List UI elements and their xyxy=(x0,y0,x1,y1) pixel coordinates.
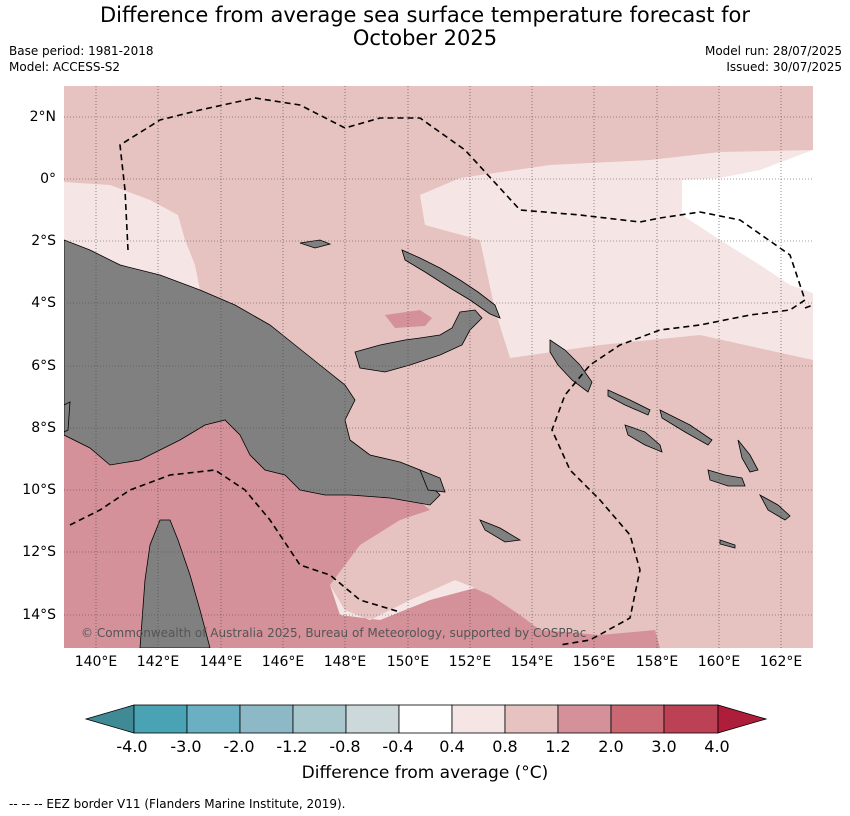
colorbar-segment xyxy=(504,704,559,734)
colorbar-tick: -1.2 xyxy=(276,737,308,756)
colorbar-tick: -3.0 xyxy=(170,737,202,756)
lon-label: 144°E xyxy=(199,654,243,670)
anomaly-region-1.2-2.0-small xyxy=(385,310,432,328)
lon-label: 154°E xyxy=(510,654,554,670)
colorbar-segment xyxy=(398,704,453,734)
colorbar-segment xyxy=(557,704,612,734)
meta-left: Base period: 1981-2018 Model: ACCESS-S2 xyxy=(9,43,154,75)
model-run: Model run: 28/07/2025 xyxy=(704,44,842,58)
lon-label: 160°E xyxy=(697,654,741,670)
colorbar-tick: 2.0 xyxy=(598,737,624,756)
new-britain xyxy=(354,309,483,373)
colorbar-segment xyxy=(345,704,400,734)
colorbar-segment xyxy=(610,704,665,734)
colorbar-arrow-low xyxy=(84,704,135,734)
eez-png-solomon xyxy=(119,97,806,646)
eez-legend-note: -- -- -- EEZ border V11 (Flanders Marine… xyxy=(9,797,346,811)
malaita xyxy=(737,439,759,473)
copyright-notice: © Commonwealth of Australia 2025, Bureau… xyxy=(81,626,587,640)
colorbar-tick: -0.8 xyxy=(329,737,361,756)
lat-label: 2°S xyxy=(31,233,56,249)
land-west-edge xyxy=(64,401,71,433)
colorbar xyxy=(84,704,768,734)
lon-label: 142°E xyxy=(136,654,180,670)
lon-label: 158°E xyxy=(635,654,679,670)
new-georgia xyxy=(624,424,663,453)
lat-label: 0° xyxy=(40,171,56,187)
colorbar-segment xyxy=(663,704,719,734)
lon-label: 150°E xyxy=(386,654,430,670)
title-line-1: Difference from average sea surface temp… xyxy=(100,3,750,27)
lon-label: 146°E xyxy=(261,654,305,670)
base-period: Base period: 1981-2018 xyxy=(9,44,154,58)
map-title: Difference from average sea surface temp… xyxy=(0,4,850,50)
colorbar-tick: 3.0 xyxy=(651,737,677,756)
new-ireland xyxy=(401,249,501,319)
lon-label: 156°E xyxy=(572,654,616,670)
santa-isabel xyxy=(659,409,713,446)
anomaly-region-0.4-0.8-ne xyxy=(420,86,813,360)
lat-label: 6°S xyxy=(31,358,56,374)
anomaly-region-0.4-0.8-nw xyxy=(64,182,200,290)
map-area xyxy=(64,86,813,648)
colorbar-tick: -2.0 xyxy=(223,737,255,756)
colorbar-tick: 1.2 xyxy=(545,737,571,756)
colorbar-tick: 4.0 xyxy=(704,737,730,756)
colorbar-title: Difference from average (°C) xyxy=(301,763,549,783)
colorbar-tick: -0.4 xyxy=(382,737,414,756)
colorbar-tick: 0.8 xyxy=(492,737,518,756)
colorbar-segment xyxy=(133,704,188,734)
colorbar-segment xyxy=(239,704,294,734)
new-guinea-landmass xyxy=(64,239,441,506)
colorbar-segment xyxy=(451,704,506,734)
meta-right: Model run: 28/07/2025 Issued: 30/07/2025 xyxy=(705,43,842,75)
lat-label: 14°S xyxy=(22,607,56,623)
guadalcanal xyxy=(707,469,746,487)
anomaly-region-0.8-1.2-ne xyxy=(520,86,813,162)
lon-label: 152°E xyxy=(448,654,492,670)
colorbar-segment xyxy=(186,704,241,734)
colorbar-tick: -4.0 xyxy=(116,737,148,756)
colorbar-arrow-high xyxy=(717,704,768,734)
lat-label: 2°N xyxy=(29,109,56,125)
colorbar-tick: 0.4 xyxy=(439,737,465,756)
lat-label: 12°S xyxy=(22,544,56,560)
title-line-2: October 2025 xyxy=(352,26,498,50)
choiseul xyxy=(607,389,651,416)
eez-east xyxy=(804,304,813,309)
lon-label: 162°E xyxy=(759,654,803,670)
colorbar-segment xyxy=(292,704,347,734)
dentrecasteaux xyxy=(419,469,446,493)
anomaly-region-0.4-0.8-s xyxy=(330,580,475,620)
lat-label: 4°S xyxy=(31,295,56,311)
issued-date: Issued: 30/07/2025 xyxy=(726,60,842,74)
gridlines xyxy=(64,86,813,648)
lat-label: 8°S xyxy=(31,420,56,436)
anomaly-region-neutral xyxy=(682,150,813,293)
model-name: Model: ACCESS-S2 xyxy=(9,60,121,74)
anomaly-region-1.2-2.0 xyxy=(64,415,660,648)
rennell xyxy=(719,539,736,549)
lon-label: 148°E xyxy=(323,654,367,670)
lat-label: 10°S xyxy=(22,482,56,498)
louisiade xyxy=(479,519,522,543)
lon-label: 140°E xyxy=(74,654,118,670)
makira xyxy=(759,493,791,521)
